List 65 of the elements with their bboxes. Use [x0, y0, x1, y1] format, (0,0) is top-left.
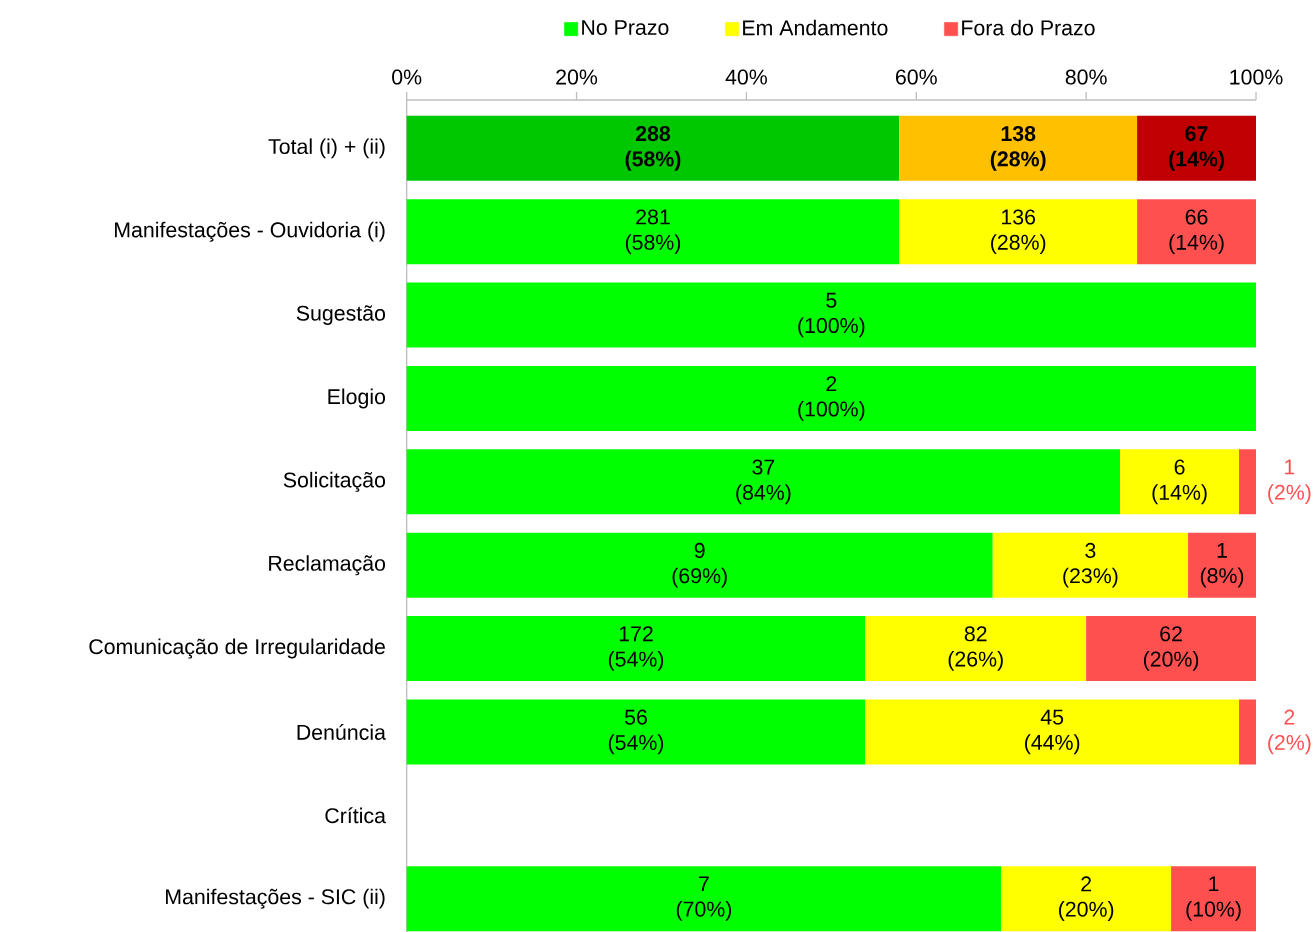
data-label: 62 (20%): [1143, 626, 1199, 671]
y-tick-label: Comunicação de Irregularidade: [89, 638, 385, 659]
bar: [406, 532, 993, 598]
legend-label: Fora do Prazo: [962, 19, 1095, 36]
x-tick-label: 0%: [392, 69, 422, 85]
data-label: 66 (14%): [1169, 209, 1224, 255]
y-tick-label: Elogio: [328, 388, 386, 409]
y-tick-label: Sugestão: [296, 305, 386, 325]
data-label: 1 (2%): [1268, 459, 1311, 505]
y-tick-label: Total (i) + (ii): [268, 138, 385, 159]
legend-label: Em Andamento: [743, 19, 888, 36]
x-tick-label: 80%: [1065, 69, 1107, 85]
y-tick-label: Manifestações - SIC (ii): [166, 888, 385, 909]
data-label: 2 (100%): [798, 376, 865, 421]
y-tick-label: Denúncia: [297, 723, 386, 740]
bar: [406, 365, 1257, 431]
data-label: 6 (14%): [1152, 459, 1207, 505]
bar: [1086, 616, 1257, 682]
bar: [865, 616, 1087, 682]
data-label: 1 (10%): [1186, 876, 1241, 921]
data-label: 288 (58%): [625, 126, 681, 171]
data-label: 9 (69%): [672, 542, 727, 588]
bar: [1239, 699, 1257, 765]
legend-label: No Prazo: [582, 20, 669, 36]
x-tick-label: 20%: [556, 69, 598, 85]
data-label: 172 (54%): [608, 626, 664, 671]
bar: [406, 616, 866, 682]
bar: [1171, 866, 1257, 932]
data-label: 3 (23%): [1063, 542, 1118, 588]
y-tick-label: Manifestações - Ouvidoria (i): [115, 221, 385, 242]
bar: [1239, 449, 1257, 515]
bar: [406, 115, 900, 181]
bar: [1137, 115, 1257, 181]
bar: [899, 199, 1138, 265]
data-label: 2 (20%): [1059, 876, 1114, 921]
y-tick-label: Solicitação: [283, 471, 386, 492]
bar: [1120, 449, 1240, 515]
bar: [865, 699, 1240, 765]
y-tick-label: Reclamação: [269, 555, 386, 576]
bar: [992, 532, 1189, 598]
bar: [406, 449, 1121, 515]
data-label: 1 (8%): [1200, 542, 1244, 588]
x-tick-label: 100%: [1230, 69, 1283, 85]
bar: [406, 866, 1002, 932]
y-tick-label: Crítica: [325, 807, 386, 824]
data-label: 281 (58%): [625, 209, 681, 255]
bar: [1188, 532, 1257, 598]
data-label: 82 (26%): [948, 626, 1003, 671]
bar: [1137, 199, 1257, 265]
data-label: 67 (14%): [1169, 126, 1224, 171]
x-tick-label: 40%: [725, 69, 767, 85]
bar: [406, 282, 1257, 348]
bar: [406, 199, 900, 265]
bar: [406, 699, 866, 765]
data-label: 7 (70%): [676, 876, 732, 921]
data-label: 5 (100%): [798, 292, 865, 338]
bar: [1001, 866, 1172, 932]
data-label: 2 (2%): [1268, 709, 1311, 755]
bar: [899, 115, 1138, 181]
data-label: 56 (54%): [608, 709, 664, 755]
x-tick-label: 60%: [896, 69, 937, 85]
data-label: 45 (44%): [1025, 709, 1080, 755]
data-label: 136 (28%): [991, 209, 1046, 255]
data-label: 37 (84%): [736, 459, 791, 505]
data-label: 138 (28%): [990, 126, 1046, 171]
